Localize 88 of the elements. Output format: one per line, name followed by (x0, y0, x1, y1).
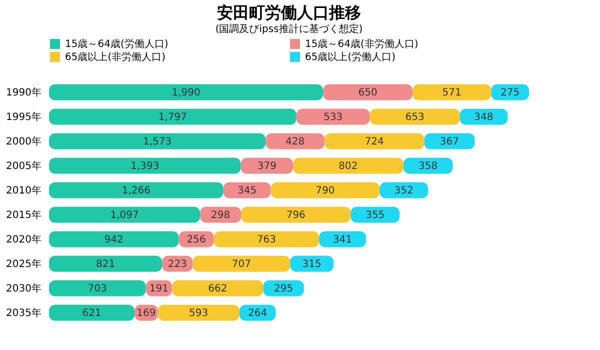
data-label: 821 (96, 258, 116, 270)
y-tick-label: 2035年 (6, 306, 42, 319)
bar (49, 304, 135, 321)
bar (290, 256, 334, 272)
data-label: 703 (88, 283, 107, 294)
data-label: 533 (324, 112, 343, 123)
bar (158, 304, 240, 321)
data-label: 621 (82, 308, 102, 319)
bar (223, 182, 271, 198)
data-label: 191 (149, 283, 168, 294)
bar (319, 231, 366, 248)
data-label: 1,393 (130, 160, 160, 172)
bar (240, 158, 293, 174)
data-label: 428 (286, 136, 305, 148)
legend-label: 15歳～64歳(労働人口) (65, 38, 168, 50)
bar (324, 133, 424, 150)
data-label: 298 (211, 210, 230, 221)
data-label: 1,097 (110, 210, 139, 221)
data-label: 707 (232, 258, 251, 270)
y-tick-label: 2010年 (6, 184, 42, 196)
bar (214, 231, 320, 248)
data-label: 358 (418, 160, 438, 172)
data-label: 379 (257, 160, 276, 172)
bar (49, 206, 200, 223)
data-label: 724 (364, 136, 384, 148)
y-tick-label: 2020年 (6, 233, 42, 246)
y-tick-label: 2025年 (6, 258, 42, 270)
bar (403, 158, 453, 174)
data-label: 367 (440, 136, 460, 148)
data-label: 264 (248, 308, 268, 319)
bar (370, 108, 460, 125)
data-label: 345 (238, 185, 257, 196)
data-label: 169 (136, 308, 156, 319)
data-label: 315 (302, 258, 322, 270)
data-label: 348 (474, 112, 494, 123)
bar (350, 206, 400, 223)
data-label: 223 (168, 258, 187, 270)
data-label: 1,990 (172, 87, 200, 98)
legend-label: 65歳以上(労働人口) (305, 51, 396, 63)
data-label: 352 (394, 185, 414, 196)
data-label: 942 (104, 234, 124, 246)
data-label: 650 (358, 87, 378, 98)
bar (49, 182, 224, 198)
data-label: 341 (332, 234, 352, 246)
data-label: 1,797 (158, 112, 188, 123)
bar (292, 158, 404, 174)
y-tick-label: 2015年 (6, 208, 42, 221)
y-tick-label: 2000年 (6, 135, 42, 148)
data-label: 653 (405, 112, 424, 123)
bar (424, 133, 475, 150)
data-label: 256 (186, 234, 206, 246)
data-label: 295 (274, 283, 294, 294)
bar (380, 182, 428, 198)
bar (241, 206, 351, 223)
chart-subtitle: (国調及びipss推計に基づく想定) (215, 23, 363, 35)
bar (49, 256, 162, 272)
bar (266, 133, 325, 150)
data-label: 593 (189, 308, 208, 319)
bar (323, 84, 413, 100)
bar (49, 280, 146, 296)
bar (296, 108, 370, 125)
data-label: 662 (208, 283, 228, 294)
data-label: 571 (442, 87, 462, 98)
bar (192, 256, 290, 272)
data-label: 763 (256, 234, 276, 246)
data-label: 275 (500, 87, 520, 98)
bar (270, 182, 380, 198)
bar (49, 108, 296, 125)
y-tick-label: 2030年 (6, 282, 42, 294)
bar (412, 84, 492, 100)
bar (49, 84, 324, 100)
data-label: 790 (316, 185, 335, 196)
chart-title: 安田町労働人口推移 (217, 3, 361, 22)
data-label: 802 (338, 160, 358, 172)
y-tick-label: 1990年 (6, 86, 42, 98)
legend-label: 65歳以上(非労働人口) (65, 51, 166, 63)
bar (49, 231, 179, 248)
bar (49, 133, 266, 150)
legend-label: 15歳～64歳(非労働人口) (305, 38, 418, 50)
data-label: 796 (286, 210, 306, 221)
bar (172, 280, 264, 296)
data-label: 1,573 (142, 136, 172, 148)
bar (460, 108, 508, 125)
data-label: 355 (366, 210, 385, 221)
y-tick-label: 1995年 (6, 110, 42, 123)
data-label: 1,266 (122, 185, 150, 196)
bar (49, 158, 241, 174)
y-tick-label: 2005年 (6, 160, 42, 172)
